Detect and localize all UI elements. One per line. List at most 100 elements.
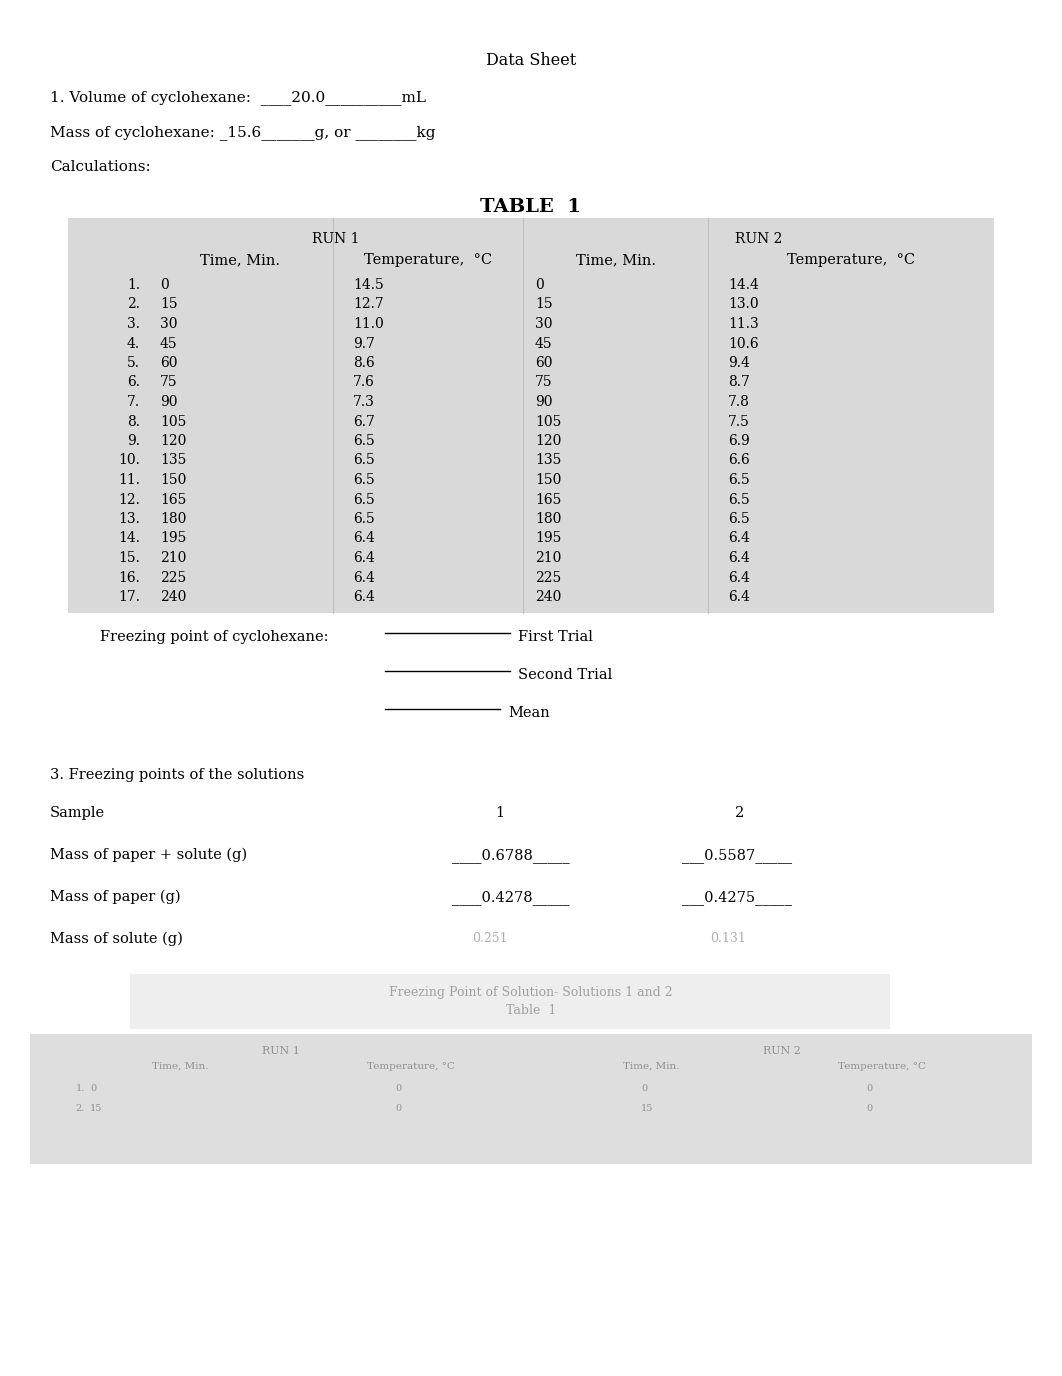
Text: 225: 225	[535, 571, 561, 585]
Bar	[130, 974, 890, 1029]
Text: 6.4: 6.4	[353, 550, 375, 566]
Text: 13.: 13.	[118, 512, 140, 526]
Text: 120: 120	[160, 433, 186, 449]
Text: 180: 180	[160, 512, 186, 526]
Text: 6.: 6.	[127, 376, 140, 389]
Text: 7.8: 7.8	[727, 395, 750, 409]
Text: TABLE  1: TABLE 1	[480, 198, 582, 216]
Text: 10.: 10.	[118, 454, 140, 468]
Text: 10.6: 10.6	[727, 337, 758, 351]
Text: 7.3: 7.3	[353, 395, 375, 409]
Text: 0: 0	[867, 1104, 873, 1113]
Text: Mass of paper + solute (g): Mass of paper + solute (g)	[50, 848, 247, 863]
Text: 105: 105	[160, 414, 186, 428]
Text: Temperature,  °C: Temperature, °C	[787, 253, 915, 267]
Text: 1.: 1.	[75, 1084, 85, 1093]
Text: RUN 1: RUN 1	[312, 233, 359, 246]
Text: 6.5: 6.5	[353, 433, 375, 449]
Text: 8.6: 8.6	[353, 356, 375, 370]
Text: 0: 0	[535, 278, 544, 292]
Text: 6.4: 6.4	[727, 531, 750, 545]
Text: 16.: 16.	[118, 571, 140, 585]
Text: 0: 0	[641, 1084, 648, 1093]
Text: 1.: 1.	[126, 278, 140, 292]
Text: 9.4: 9.4	[727, 356, 750, 370]
Text: 9.7: 9.7	[353, 337, 375, 351]
Text: 14.4: 14.4	[727, 278, 759, 292]
Text: Time, Min.: Time, Min.	[201, 253, 280, 267]
Text: ____0.6788_____: ____0.6788_____	[452, 848, 569, 863]
Text: 8.: 8.	[127, 414, 140, 428]
Text: 15: 15	[160, 297, 177, 311]
Text: 180: 180	[535, 512, 562, 526]
Text: Time, Min.: Time, Min.	[576, 253, 655, 267]
Text: 90: 90	[535, 395, 552, 409]
Text: 60: 60	[535, 356, 552, 370]
Text: 7.6: 7.6	[353, 376, 375, 389]
Text: 3.: 3.	[127, 316, 140, 332]
Text: 240: 240	[160, 590, 186, 604]
Text: 0.131: 0.131	[710, 932, 746, 945]
Text: 225: 225	[160, 571, 186, 585]
Text: ___0.4275_____: ___0.4275_____	[682, 890, 792, 905]
Text: 240: 240	[535, 590, 562, 604]
Text: 14.5: 14.5	[353, 278, 383, 292]
Text: 0: 0	[160, 278, 169, 292]
Text: Temperature, °C: Temperature, °C	[366, 1062, 455, 1071]
Text: 7.5: 7.5	[727, 414, 750, 428]
Text: 15: 15	[641, 1104, 653, 1113]
Text: RUN 2: RUN 2	[735, 233, 783, 246]
Text: 195: 195	[535, 531, 562, 545]
Text: 6.4: 6.4	[353, 571, 375, 585]
Text: 8.7: 8.7	[727, 376, 750, 389]
Text: Data Sheet: Data Sheet	[486, 52, 576, 69]
Text: 11.3: 11.3	[727, 316, 758, 332]
Text: 0: 0	[867, 1084, 873, 1093]
Text: Second Trial: Second Trial	[518, 667, 613, 682]
Text: 165: 165	[160, 493, 186, 506]
Text: 0.251: 0.251	[473, 932, 508, 945]
Text: 30: 30	[160, 316, 177, 332]
Text: 7.: 7.	[126, 395, 140, 409]
Text: 6.5: 6.5	[727, 493, 750, 506]
Text: 105: 105	[535, 414, 562, 428]
Bar	[30, 1033, 1032, 1164]
Text: 6.9: 6.9	[727, 433, 750, 449]
Text: Time, Min.: Time, Min.	[152, 1062, 208, 1071]
Text: 6.5: 6.5	[353, 512, 375, 526]
Text: ____0.4278_____: ____0.4278_____	[452, 890, 569, 905]
Text: Table  1: Table 1	[506, 1004, 556, 1017]
Text: 1: 1	[496, 806, 504, 820]
Text: 0: 0	[90, 1084, 97, 1093]
Text: 6.5: 6.5	[353, 473, 375, 487]
Text: 135: 135	[535, 454, 562, 468]
Text: 15: 15	[90, 1104, 102, 1113]
Text: 15.: 15.	[118, 550, 140, 566]
Text: 13.0: 13.0	[727, 297, 758, 311]
Text: 45: 45	[535, 337, 552, 351]
Text: 1. Volume of cyclohexane:  ____20.0__________mL: 1. Volume of cyclohexane: ____20.0______…	[50, 89, 426, 105]
Text: 210: 210	[535, 550, 562, 566]
Text: 6.4: 6.4	[727, 590, 750, 604]
Text: ___0.5587_____: ___0.5587_____	[682, 848, 792, 863]
Text: Freezing point of cyclohexane:: Freezing point of cyclohexane:	[100, 630, 328, 644]
Text: 60: 60	[160, 356, 177, 370]
Text: 11.: 11.	[118, 473, 140, 487]
Text: First Trial: First Trial	[518, 630, 593, 644]
Text: 9.: 9.	[127, 433, 140, 449]
Text: RUN 1: RUN 1	[261, 1046, 299, 1055]
Text: 17.: 17.	[118, 590, 140, 604]
Text: 75: 75	[160, 376, 177, 389]
Text: Mass of paper (g): Mass of paper (g)	[50, 890, 181, 904]
Text: RUN 2: RUN 2	[763, 1046, 801, 1055]
Text: 75: 75	[535, 376, 552, 389]
Text: 6.4: 6.4	[727, 550, 750, 566]
Text: 4.: 4.	[126, 337, 140, 351]
Text: 6.6: 6.6	[727, 454, 750, 468]
Text: 6.5: 6.5	[727, 473, 750, 487]
Text: Freezing Point of Solution- Solutions 1 and 2: Freezing Point of Solution- Solutions 1 …	[389, 987, 673, 999]
Text: 12.7: 12.7	[353, 297, 383, 311]
Text: 135: 135	[160, 454, 186, 468]
Text: 6.5: 6.5	[353, 493, 375, 506]
Text: Mass of solute (g): Mass of solute (g)	[50, 932, 183, 947]
